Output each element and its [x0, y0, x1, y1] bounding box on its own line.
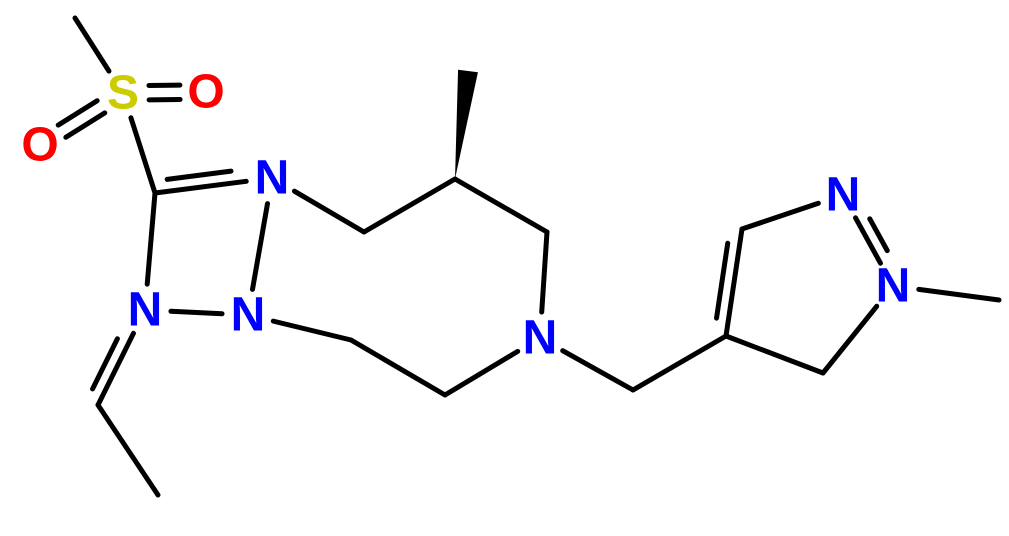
atom-N: N: [826, 169, 861, 222]
atom-N: N: [876, 260, 911, 313]
atom-N: N: [255, 152, 290, 205]
atom-O: O: [187, 66, 224, 119]
atom-S: S: [107, 67, 139, 120]
atom-N: N: [128, 284, 163, 337]
molecule-diagram: SOONNNNNN: [0, 0, 1009, 536]
atom-N: N: [231, 289, 266, 342]
atom-N: N: [523, 312, 558, 365]
atom-O: O: [21, 119, 58, 172]
